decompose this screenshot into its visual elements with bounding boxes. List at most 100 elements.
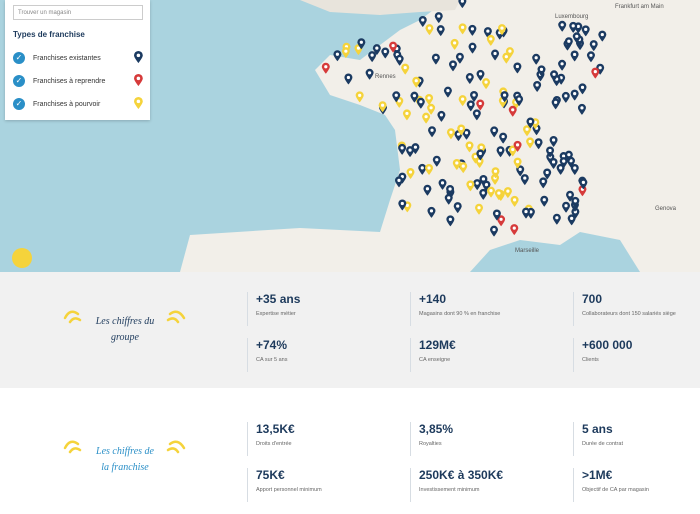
logo-badge[interactable] <box>12 248 32 268</box>
legend-item[interactable]: ✓ Franchises à pourvoir <box>13 97 143 111</box>
store-pin[interactable] <box>496 146 505 158</box>
store-pin[interactable] <box>508 145 517 157</box>
store-pin[interactable] <box>453 202 462 214</box>
store-pin[interactable] <box>392 91 401 103</box>
store-pin[interactable] <box>526 117 535 129</box>
store-pin[interactable] <box>462 128 471 140</box>
store-pin[interactable] <box>427 206 436 218</box>
store-pin[interactable] <box>333 50 342 62</box>
store-pin[interactable] <box>490 126 499 138</box>
store-pin[interactable] <box>448 60 457 72</box>
store-pin[interactable] <box>473 179 482 191</box>
store-pin[interactable] <box>571 196 580 208</box>
store-pin[interactable] <box>550 70 559 82</box>
store-pin[interactable] <box>569 21 578 33</box>
store-pin[interactable] <box>526 137 535 149</box>
store-pin[interactable] <box>532 53 541 65</box>
store-pin[interactable] <box>491 167 500 179</box>
store-pin[interactable] <box>534 138 543 150</box>
store-pin[interactable] <box>589 40 598 52</box>
store-pin[interactable] <box>418 163 427 175</box>
store-pin[interactable] <box>410 91 419 103</box>
store-pin[interactable] <box>432 155 441 167</box>
store-pin[interactable] <box>412 76 421 88</box>
store-pin[interactable] <box>416 97 425 109</box>
store-pin[interactable] <box>458 0 467 9</box>
store-pin[interactable] <box>562 201 571 213</box>
store-pin[interactable] <box>516 165 525 177</box>
store-pin[interactable] <box>598 30 607 42</box>
store-pin[interactable] <box>355 91 364 103</box>
store-pin[interactable] <box>452 159 461 171</box>
store-pin[interactable] <box>466 100 475 112</box>
store-pin[interactable] <box>423 184 432 196</box>
store-pin[interactable] <box>564 37 573 49</box>
store-pin[interactable] <box>434 12 443 24</box>
store-pin[interactable] <box>572 32 581 44</box>
store-pin[interactable] <box>497 215 506 227</box>
store-pin[interactable] <box>549 157 558 169</box>
store-pin[interactable] <box>479 188 488 200</box>
store-pin[interactable] <box>365 68 374 80</box>
store-pin[interactable] <box>476 99 485 111</box>
store-pin[interactable] <box>479 174 488 186</box>
store-pin[interactable] <box>567 214 576 226</box>
store-pin[interactable] <box>466 180 475 192</box>
store-pin[interactable] <box>438 178 447 190</box>
store-pin[interactable] <box>406 168 415 180</box>
store-pin[interactable] <box>500 91 509 103</box>
store-pin[interactable] <box>444 193 453 205</box>
search-input[interactable]: Trouver un magasin <box>13 5 143 20</box>
store-pin[interactable] <box>578 83 587 95</box>
store-pin[interactable] <box>468 42 477 54</box>
store-pin[interactable] <box>422 112 431 124</box>
store-pin[interactable] <box>476 149 485 161</box>
store-pin[interactable] <box>549 135 558 147</box>
store-pin[interactable] <box>344 73 353 85</box>
store-pin[interactable] <box>513 62 522 74</box>
legend-item[interactable]: ✓ Franchises existantes <box>13 51 143 65</box>
store-pin[interactable] <box>533 80 542 92</box>
store-pin[interactable] <box>497 24 506 36</box>
store-pin[interactable] <box>564 150 573 162</box>
store-pin[interactable] <box>581 25 590 37</box>
store-pin[interactable] <box>321 62 330 74</box>
store-pin[interactable] <box>492 209 501 221</box>
store-pin[interactable] <box>443 86 452 98</box>
store-pin[interactable] <box>455 52 464 64</box>
store-pin[interactable] <box>579 178 588 190</box>
store-pin[interactable] <box>378 101 387 113</box>
store-pin[interactable] <box>515 95 524 107</box>
store-pin[interactable] <box>425 163 434 175</box>
store-pin[interactable] <box>494 189 503 201</box>
store-pin[interactable] <box>510 195 519 207</box>
store-pin[interactable] <box>577 103 586 115</box>
store-pin[interactable] <box>458 95 467 107</box>
store-pin[interactable] <box>543 168 552 180</box>
store-pin[interactable] <box>540 195 549 207</box>
store-pin[interactable] <box>570 89 579 101</box>
store-pin[interactable] <box>558 20 567 32</box>
store-pin[interactable] <box>537 65 546 77</box>
store-pin[interactable] <box>556 163 565 175</box>
store-pin[interactable] <box>558 59 567 71</box>
store-pin[interactable] <box>546 146 555 158</box>
store-pin[interactable] <box>450 38 459 50</box>
store-pin[interactable] <box>431 53 440 65</box>
store-pin[interactable] <box>470 91 479 103</box>
store-pin[interactable] <box>551 98 560 110</box>
store-pin[interactable] <box>513 157 522 169</box>
store-pin[interactable] <box>539 177 548 189</box>
store-pin[interactable] <box>381 47 390 59</box>
store-pin[interactable] <box>394 176 403 188</box>
store-pin[interactable] <box>465 141 474 153</box>
checkbox[interactable]: ✓ <box>13 98 25 111</box>
store-pin[interactable] <box>357 38 366 50</box>
store-pin[interactable] <box>418 15 427 27</box>
store-pin[interactable] <box>502 52 511 64</box>
store-pin[interactable] <box>468 24 477 36</box>
store-pin[interactable] <box>389 41 398 53</box>
store-pin[interactable] <box>570 164 579 176</box>
store-pin[interactable] <box>486 34 495 46</box>
store-pin[interactable] <box>398 143 407 155</box>
